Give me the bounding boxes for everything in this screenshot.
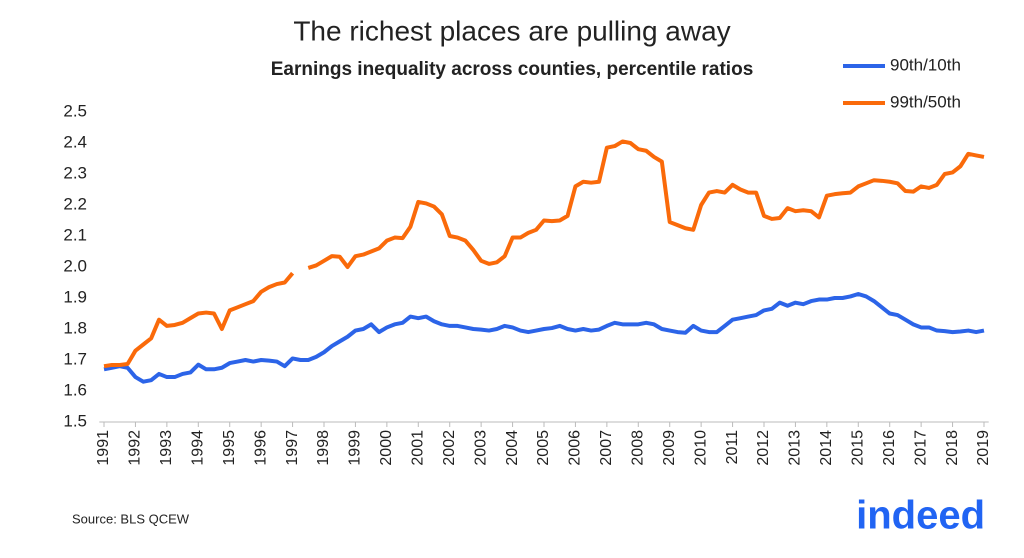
x-tick-label: 2001 bbox=[410, 430, 427, 466]
x-tick-label: 2008 bbox=[630, 430, 647, 466]
y-tick-label: 1.8 bbox=[63, 318, 87, 337]
x-tick-label: 2016 bbox=[881, 430, 898, 466]
legend-label: 90th/10th bbox=[890, 55, 961, 74]
x-tick-label: 2003 bbox=[472, 430, 489, 466]
chart-subtitle: Earnings inequality across counties, per… bbox=[271, 59, 754, 80]
y-tick-label: 1.6 bbox=[63, 380, 87, 399]
source-note: Source: BLS QCEW bbox=[72, 511, 190, 526]
x-tick-label: 2013 bbox=[787, 430, 804, 466]
logo: indeed bbox=[856, 494, 985, 538]
x-tick-label: 2018 bbox=[944, 430, 961, 466]
y-tick-label: 2.1 bbox=[63, 225, 87, 244]
x-tick-label: 1999 bbox=[347, 430, 364, 466]
y-tick-label: 2.4 bbox=[63, 132, 87, 151]
series-line bbox=[103, 291, 985, 384]
x-tick-label: 1993 bbox=[158, 430, 175, 466]
x-tick-label: 1995 bbox=[221, 430, 238, 466]
y-tick-label: 2.0 bbox=[63, 256, 87, 275]
x-tick-label: 2019 bbox=[975, 430, 992, 466]
x-tick-label: 2006 bbox=[567, 430, 584, 466]
x-tick-label: 2017 bbox=[912, 430, 929, 466]
x-tick-label: 1996 bbox=[252, 430, 269, 466]
x-tick-label: 1992 bbox=[127, 430, 144, 466]
y-tick-label: 2.2 bbox=[63, 194, 87, 213]
x-tick-label: 1994 bbox=[190, 430, 207, 466]
x-tick-label: 2000 bbox=[378, 430, 395, 466]
chart-title: The richest places are pulling away bbox=[293, 15, 730, 46]
x-tick-label: 2007 bbox=[598, 430, 615, 466]
x-tick-label: 2004 bbox=[504, 430, 521, 466]
y-tick-label: 1.9 bbox=[63, 287, 87, 306]
x-tick-label: 2011 bbox=[724, 430, 741, 465]
y-tick-label: 1.7 bbox=[63, 349, 87, 368]
x-tick-label: 1997 bbox=[284, 430, 301, 466]
x-tick-label: 2002 bbox=[441, 430, 458, 466]
y-tick-label: 2.5 bbox=[63, 101, 87, 120]
series-line bbox=[103, 139, 985, 369]
x-tick-label: 2012 bbox=[755, 430, 772, 466]
legend-label: 99th/50th bbox=[890, 92, 961, 111]
x-tick-label: 1998 bbox=[315, 430, 332, 466]
x-tick-label: 2005 bbox=[535, 430, 552, 466]
y-tick-label: 1.5 bbox=[63, 411, 87, 430]
y-tick-label: 2.3 bbox=[63, 163, 87, 182]
x-tick-label: 2015 bbox=[849, 430, 866, 466]
x-tick-label: 2009 bbox=[661, 430, 678, 466]
x-tick-label: 2014 bbox=[818, 430, 835, 466]
x-tick-label: 2010 bbox=[692, 430, 709, 466]
x-tick-label: 1991 bbox=[95, 430, 112, 466]
